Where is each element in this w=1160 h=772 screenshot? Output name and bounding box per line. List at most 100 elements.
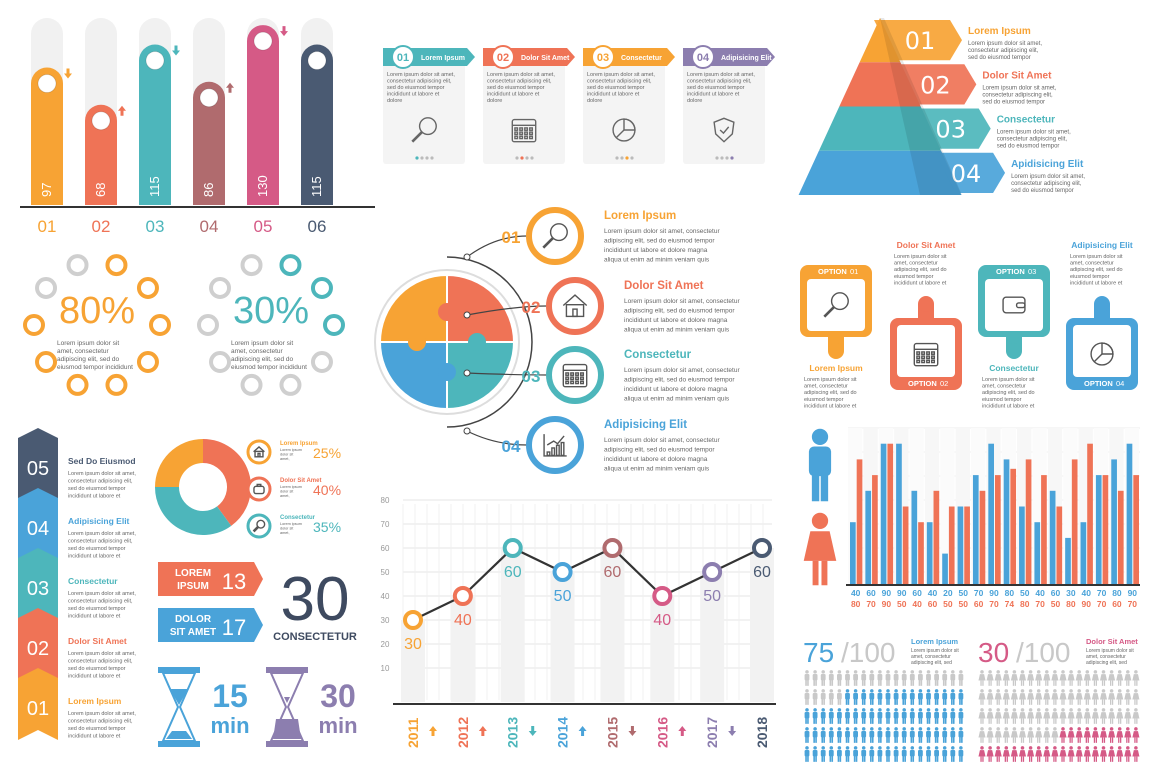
bar [1117, 490, 1124, 585]
people-icon [837, 727, 842, 743]
people-icon [1027, 746, 1035, 762]
leg [1069, 680, 1071, 686]
leg [837, 736, 840, 743]
leg [1039, 756, 1041, 762]
head [942, 689, 947, 693]
head [829, 689, 834, 693]
pager-dot [425, 156, 429, 160]
head [870, 746, 874, 750]
people-icon [934, 670, 939, 686]
head [1117, 708, 1122, 712]
people-icon [1018, 727, 1027, 743]
hourglass-sand-bottom [273, 719, 301, 739]
pyramid-shade [880, 18, 962, 195]
head [870, 708, 874, 712]
dress [1108, 674, 1116, 681]
leg [1069, 699, 1071, 705]
dress [1083, 712, 1091, 719]
handle [542, 237, 554, 249]
bar-label: 02 [92, 217, 111, 236]
ribbon-text: Lorem ipsum dolor sit amet, [68, 651, 136, 657]
people-icon [1043, 689, 1051, 705]
leg [1006, 680, 1008, 686]
head [821, 670, 825, 674]
leg [821, 698, 824, 705]
torso [934, 712, 939, 719]
option-text: incididunt ut labore et [982, 403, 1035, 409]
leg [928, 717, 931, 724]
calendar-day [580, 380, 585, 385]
leg [1085, 718, 1087, 724]
leg [1085, 699, 1087, 705]
people-icon [885, 746, 891, 762]
calendar-day [524, 135, 529, 140]
torso [893, 674, 899, 681]
leg [815, 679, 817, 686]
people-icon [837, 746, 842, 762]
people-icon [1027, 689, 1035, 705]
torso [861, 750, 867, 757]
leg [871, 755, 874, 762]
people-icon [1132, 708, 1140, 724]
bar-label-bottom: 40 [912, 599, 922, 609]
puzzle-text: adipiscing elit, sed do eiusmod tempor [624, 308, 735, 315]
leg [1120, 680, 1122, 686]
leg [1020, 718, 1023, 724]
head [861, 670, 866, 674]
leg [1030, 737, 1033, 743]
ring-dot [240, 254, 263, 277]
timer-value: 30 [320, 678, 356, 714]
people-icon [1075, 670, 1083, 686]
head [988, 746, 992, 750]
leg [1103, 680, 1106, 686]
people-icon [1059, 689, 1067, 705]
torso [828, 712, 834, 719]
head [902, 708, 906, 712]
leg [1118, 718, 1120, 724]
bar [856, 459, 863, 585]
ribbon-text: consectetur adipiscing elit, [68, 479, 133, 485]
ring-text: amet, consectetur [231, 348, 283, 355]
connector-dot [463, 427, 471, 435]
leg [998, 699, 1000, 705]
calendar-day [514, 127, 519, 131]
leg [880, 698, 882, 705]
people-icon [901, 670, 907, 686]
step-text: sed do eiusmod tempor [387, 85, 445, 91]
bar-base [31, 189, 63, 205]
leg [821, 560, 828, 586]
torso [837, 750, 842, 757]
pyramid-text: Lorem ipsum dolor sit amet, [997, 130, 1071, 136]
pyramid-text: sed do eiusmod tempor [968, 55, 1031, 61]
people-icon [950, 689, 956, 705]
leg [912, 717, 915, 724]
bar [1095, 475, 1102, 585]
leg [847, 698, 850, 705]
leg [1053, 680, 1055, 686]
step-text: consectetur adipiscing elit, [487, 79, 552, 85]
bar [918, 522, 924, 585]
ribbon-text: sed do eiusmod tempor [68, 606, 126, 612]
dress [986, 712, 994, 719]
leg [880, 736, 882, 743]
torso [804, 750, 810, 757]
leg [888, 679, 890, 686]
dress [1035, 731, 1043, 738]
leg [952, 679, 955, 686]
leg [902, 698, 905, 705]
head [853, 746, 858, 750]
leg [1103, 756, 1106, 762]
bar-label-bottom: 70 [1128, 599, 1138, 609]
leg [1095, 680, 1097, 686]
pie-chart-icon [1090, 342, 1114, 366]
leg [1136, 680, 1138, 686]
option-title: Consectetur [989, 363, 1039, 373]
torso [828, 693, 834, 700]
leg [910, 736, 913, 743]
y-tick-label: 10 [381, 664, 390, 673]
house-icon [562, 294, 588, 318]
torso [845, 693, 850, 700]
leg [1110, 737, 1112, 743]
dress [1108, 712, 1116, 719]
